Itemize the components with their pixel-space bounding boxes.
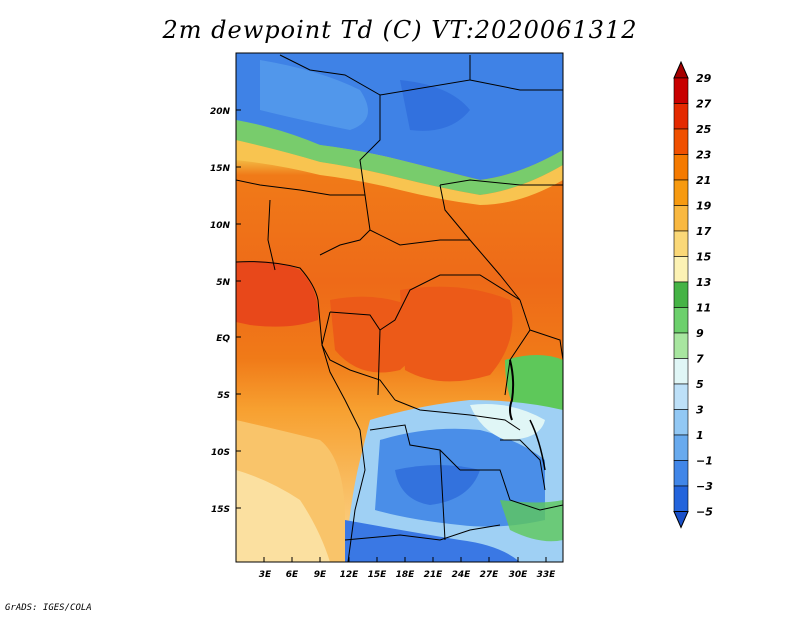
colorbar-label: 13 [696, 276, 712, 289]
colorbar-bottom-arrow [673, 511, 689, 529]
colorbar-label: 15 [696, 251, 712, 264]
country-borders [236, 54, 563, 562]
lat-label: 5S [217, 391, 230, 401]
colorbar-swatch [673, 358, 689, 385]
lat-label: 10N [210, 221, 231, 231]
colorbar-swatch [673, 383, 689, 410]
lat-label: 15S [211, 505, 230, 515]
colorbar-label: −3 [696, 480, 713, 493]
lon-label: 21E [424, 570, 444, 580]
colorbar-label: 21 [696, 174, 711, 187]
lat-label: 20N [210, 107, 231, 117]
lat-labels: 20N 15N 10N 5N EQ 5S 10S 15S [210, 107, 231, 515]
lon-label: 30E [509, 570, 529, 580]
lat-label: 5N [216, 278, 230, 288]
lon-label: 18E [396, 570, 416, 580]
map-title: 2m dewpoint Td (C) VT:2020061312 [162, 16, 638, 44]
lon-label: 24E [452, 570, 472, 580]
colorbar-swatch [673, 409, 689, 436]
map-frame [235, 52, 564, 563]
colorbar-swatch [673, 205, 689, 232]
colorbar-label: −5 [696, 506, 713, 519]
lon-label: 6E [286, 570, 299, 580]
colorbar-label: 29 [696, 72, 712, 85]
lon-label: 9E [314, 570, 327, 580]
colorbar-swatch [673, 256, 689, 283]
colorbar-swatch [673, 230, 689, 257]
lon-label: 27E [480, 570, 500, 580]
lon-label: 12E [340, 570, 360, 580]
colorbar-swatch [673, 77, 689, 104]
colorbar-swatch [673, 434, 689, 461]
colorbar-label: 1 [696, 429, 704, 442]
colorbar-top-arrow [673, 60, 689, 79]
colorbar-swatch [673, 332, 689, 359]
colorbar-label: −1 [696, 455, 713, 468]
colorbar-swatch [673, 281, 689, 308]
grads-credit: GrADS: IGES/COLA [5, 603, 92, 613]
colorbar-label: 25 [696, 123, 712, 136]
lat-label: 10S [211, 448, 230, 458]
colorbar-label: 9 [696, 327, 704, 340]
colorbar-label: 5 [696, 378, 704, 391]
map-fill [236, 53, 563, 562]
colorbar-swatch [673, 128, 689, 155]
colorbar-swatch [673, 103, 689, 130]
colorbar-swatch [673, 485, 689, 512]
colorbar-label: 27 [696, 98, 712, 111]
colorbar-swatch [673, 154, 689, 181]
colorbar-label: 3 [696, 404, 704, 417]
colorbar-label: 7 [696, 353, 704, 366]
colorbar-label: 17 [696, 225, 712, 238]
colorbar-label: 19 [696, 200, 712, 213]
lon-labels: 3E 6E 9E 12E 15E 18E 21E 24E 27E 30E 33E [259, 570, 556, 580]
lat-label: EQ [216, 334, 230, 344]
colorbar-swatch [673, 460, 689, 487]
lon-ticks [263, 557, 547, 562]
colorbar-label: 23 [696, 149, 712, 162]
lat-ticks [236, 109, 241, 509]
lon-label: 33E [537, 570, 557, 580]
lat-label: 15N [210, 164, 231, 174]
colorbar-swatch [673, 179, 689, 206]
colorbar-swatch [673, 307, 689, 334]
colorbar-label: 11 [696, 302, 711, 315]
colorbar: 29 27 25 23 21 19 17 15 13 11 9 7 5 3 1 −1 −3 −5 [673, 60, 713, 529]
lon-label: 15E [368, 570, 388, 580]
lon-label: 3E [259, 570, 272, 580]
